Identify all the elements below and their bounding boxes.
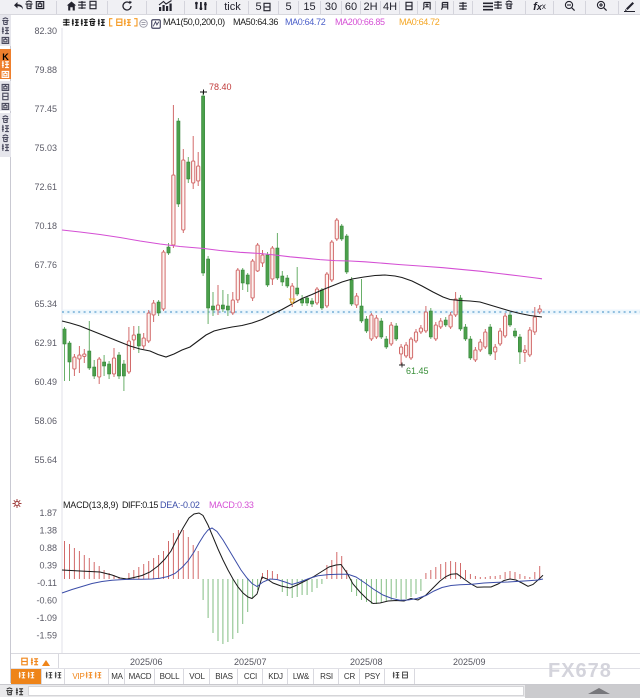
svg-text:DIFF:0.15: DIFF:0.15	[122, 500, 158, 510]
svg-text:77.45: 77.45	[34, 104, 57, 114]
svg-text:DEA:-0.02: DEA:-0.02	[160, 500, 200, 510]
svg-text:-1.09: -1.09	[36, 613, 57, 623]
svg-text:65.34: 65.34	[34, 299, 57, 309]
svg-text:67.76: 67.76	[34, 260, 57, 270]
svg-text:-0.60: -0.60	[36, 596, 57, 606]
svg-text:0.39: 0.39	[39, 560, 57, 570]
svg-text:60.49: 60.49	[34, 377, 57, 387]
svg-text:61.45: 61.45	[406, 366, 429, 376]
svg-text:1.87: 1.87	[39, 508, 57, 518]
svg-text:82.30: 82.30	[34, 26, 57, 36]
svg-text:72.61: 72.61	[34, 182, 57, 192]
svg-text:78.40: 78.40	[209, 82, 232, 92]
svg-text:-1.59: -1.59	[36, 631, 57, 641]
svg-text:1.38: 1.38	[39, 525, 57, 535]
svg-text:0.88: 0.88	[39, 543, 57, 553]
svg-text:58.06: 58.06	[34, 416, 57, 426]
svg-text:55.64: 55.64	[34, 455, 57, 465]
svg-text:70.18: 70.18	[34, 221, 57, 231]
svg-text:75.03: 75.03	[34, 143, 57, 153]
svg-text:-0.11: -0.11	[37, 578, 57, 588]
svg-text:62.91: 62.91	[34, 338, 57, 348]
svg-text:MACD:0.33: MACD:0.33	[209, 500, 254, 510]
svg-text:79.88: 79.88	[34, 65, 57, 75]
svg-text:MACD(13,8,9): MACD(13,8,9)	[63, 500, 118, 510]
